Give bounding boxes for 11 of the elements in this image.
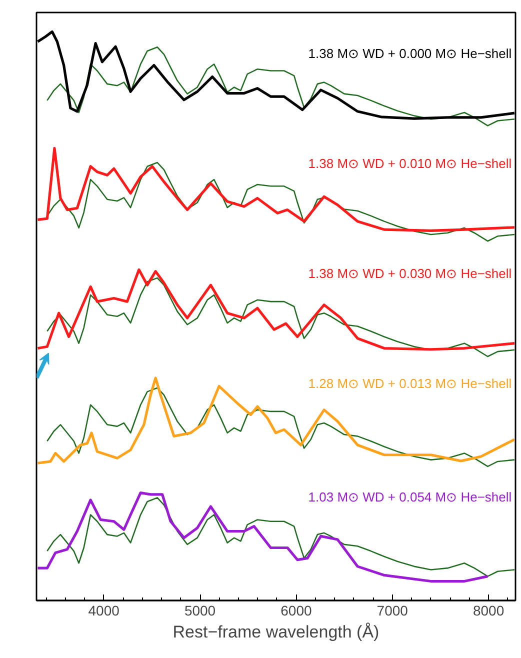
x-tick-label: 4000 [88,602,120,618]
x-tick-label: 8000 [472,602,504,618]
series-label: 1.28 M⊙ WD + 0.013 M⊙ He−shell [308,376,512,391]
text: 1.38 M⊙ WD + 0.030 M⊙ He−shell [308,266,512,282]
text: 1.38 M⊙ WD + 0.010 M⊙ He−shell [308,156,512,172]
text: 1.03 M⊙ WD + 0.054 M⊙ He−shell [308,490,512,505]
x-axis-title: Rest−frame wavelength (Å) [172,622,380,642]
x-tick-label: 6000 [280,602,312,618]
x-tick-label: 7000 [376,602,408,618]
x-tick-label: 5000 [184,602,216,618]
text: 1.38 M⊙ WD + 0.000 M⊙ He−shell [308,46,512,62]
